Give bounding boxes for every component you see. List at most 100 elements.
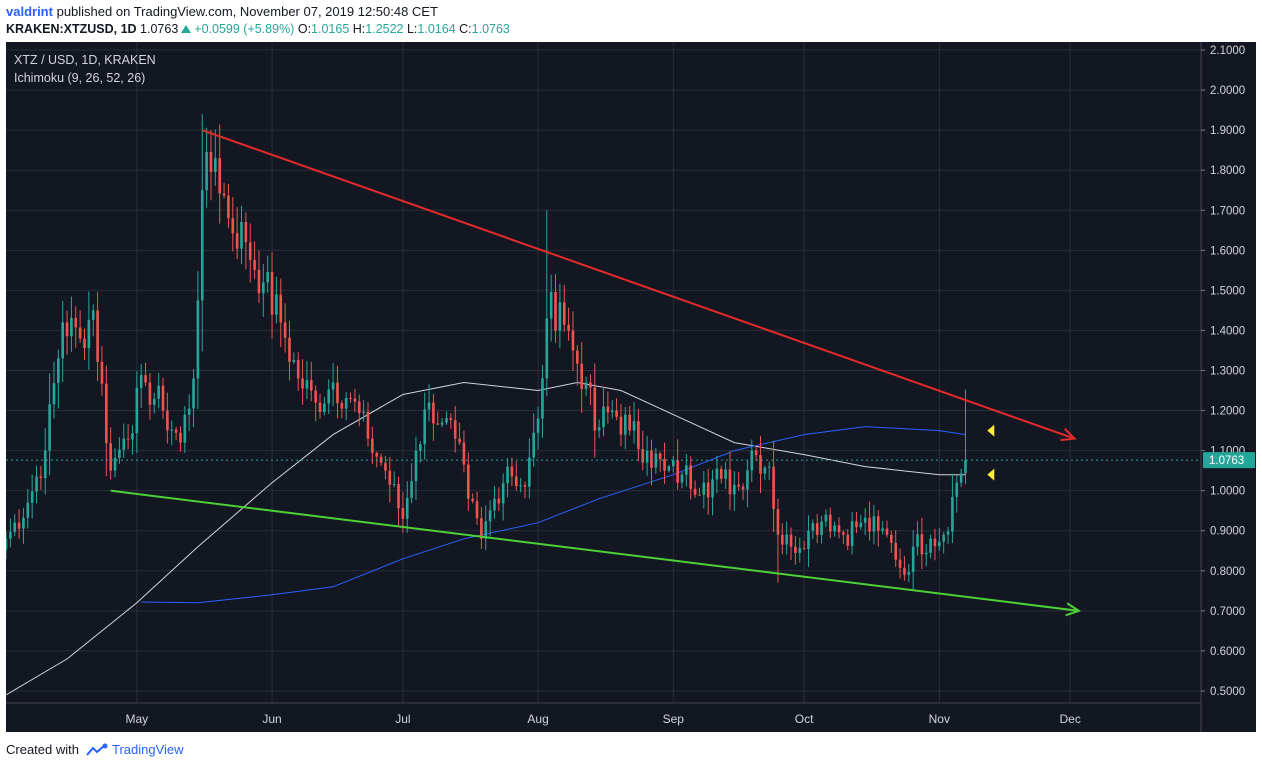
- candle: [807, 515, 810, 567]
- candle: [711, 469, 714, 516]
- candle: [850, 511, 854, 555]
- candle: [689, 456, 693, 500]
- y-tick-label: 1.2000: [1210, 406, 1245, 418]
- published-text: published on TradingView.com, November 0…: [56, 4, 438, 19]
- candle: [789, 527, 793, 561]
- candle: [506, 457, 509, 498]
- candle: [571, 311, 575, 371]
- candle: [449, 413, 453, 429]
- candle: [327, 379, 331, 414]
- resistance-trendline[interactable]: [201, 129, 1075, 440]
- candle: [279, 278, 283, 348]
- candle: [637, 408, 640, 462]
- candle: [855, 512, 858, 534]
- tradingview-link[interactable]: TradingView: [112, 742, 184, 757]
- candle: [366, 402, 370, 447]
- candle: [384, 455, 387, 480]
- candle: [606, 391, 610, 424]
- candle: [157, 372, 160, 409]
- candle: [445, 411, 448, 425]
- candle: [671, 455, 675, 473]
- candle: [275, 276, 278, 324]
- indicator-legend[interactable]: Ichimoku (9, 26, 52, 26): [14, 71, 145, 85]
- candle: [397, 476, 400, 527]
- candle: [885, 520, 889, 538]
- candle: [471, 493, 474, 504]
- candle: [802, 540, 806, 550]
- candle: [532, 413, 536, 467]
- candle: [576, 344, 579, 386]
- candle: [318, 393, 322, 419]
- candle: [174, 426, 178, 441]
- candle: [35, 465, 38, 504]
- candle: [545, 210, 549, 397]
- candle: [959, 468, 963, 488]
- candle: [759, 435, 762, 494]
- candle: [584, 376, 588, 397]
- candle: [719, 465, 723, 484]
- candle: [480, 506, 483, 549]
- candle: [148, 373, 152, 420]
- candle: [868, 501, 871, 541]
- candle: [144, 362, 147, 387]
- trendlines[interactable]: [110, 129, 1082, 617]
- candle: [589, 374, 592, 406]
- candle: [501, 473, 505, 521]
- candle: [737, 471, 741, 491]
- candle: [362, 400, 365, 422]
- candle: [309, 361, 313, 402]
- candle: [139, 363, 143, 408]
- candle: [78, 310, 82, 343]
- candle: [484, 505, 488, 550]
- candle: [562, 284, 566, 332]
- y-tick-label: 0.6000: [1210, 646, 1245, 658]
- candle: [405, 481, 409, 533]
- candle: [610, 400, 614, 419]
- time-axis[interactable]: May Jun Jul Aug Sep Oct Nov Dec: [126, 712, 1081, 726]
- chart-background: [6, 42, 1256, 732]
- candle: [43, 428, 47, 495]
- candle: [920, 517, 924, 569]
- candle: [419, 441, 422, 463]
- candle: [907, 563, 911, 583]
- author-link[interactable]: valdrint: [6, 4, 53, 19]
- candle: [432, 393, 435, 441]
- candle: [183, 405, 187, 454]
- x-tick-label: Dec: [1059, 712, 1080, 726]
- candle: [222, 182, 226, 199]
- candle: [724, 461, 727, 489]
- candle: [218, 124, 222, 224]
- support-arrowhead: [1065, 602, 1082, 617]
- candle: [785, 521, 788, 555]
- candle: [375, 451, 379, 468]
- candle: [65, 310, 69, 355]
- x-tick-label: Jul: [395, 712, 410, 726]
- candle: [510, 457, 514, 487]
- candle: [48, 373, 51, 476]
- candle: [301, 359, 304, 405]
- candle: [663, 442, 666, 484]
- candle: [593, 363, 597, 458]
- candle: [305, 361, 309, 400]
- candle: [30, 474, 34, 519]
- candle: [632, 402, 636, 444]
- candle: [283, 303, 287, 353]
- candle: [9, 518, 12, 548]
- candle: [715, 455, 719, 494]
- candle: [26, 488, 30, 529]
- candle: [776, 498, 780, 583]
- candle: [536, 406, 540, 450]
- support-trendline[interactable]: [110, 489, 1080, 612]
- candle: [942, 531, 945, 554]
- candle: [567, 307, 570, 341]
- y-tick-label: 1.6000: [1210, 245, 1245, 257]
- candle: [170, 420, 174, 446]
- candle: [528, 438, 531, 499]
- y-tick-label: 1.0000: [1210, 486, 1245, 498]
- price-chart[interactable]: 2.1000 2.0000 1.9000 1.8000 1.7000 1.6000 1.50…: [6, 42, 1256, 732]
- candle: [872, 505, 876, 545]
- candle: [955, 475, 959, 513]
- candle: [296, 352, 300, 391]
- candle: [253, 241, 256, 279]
- candle: [658, 451, 662, 472]
